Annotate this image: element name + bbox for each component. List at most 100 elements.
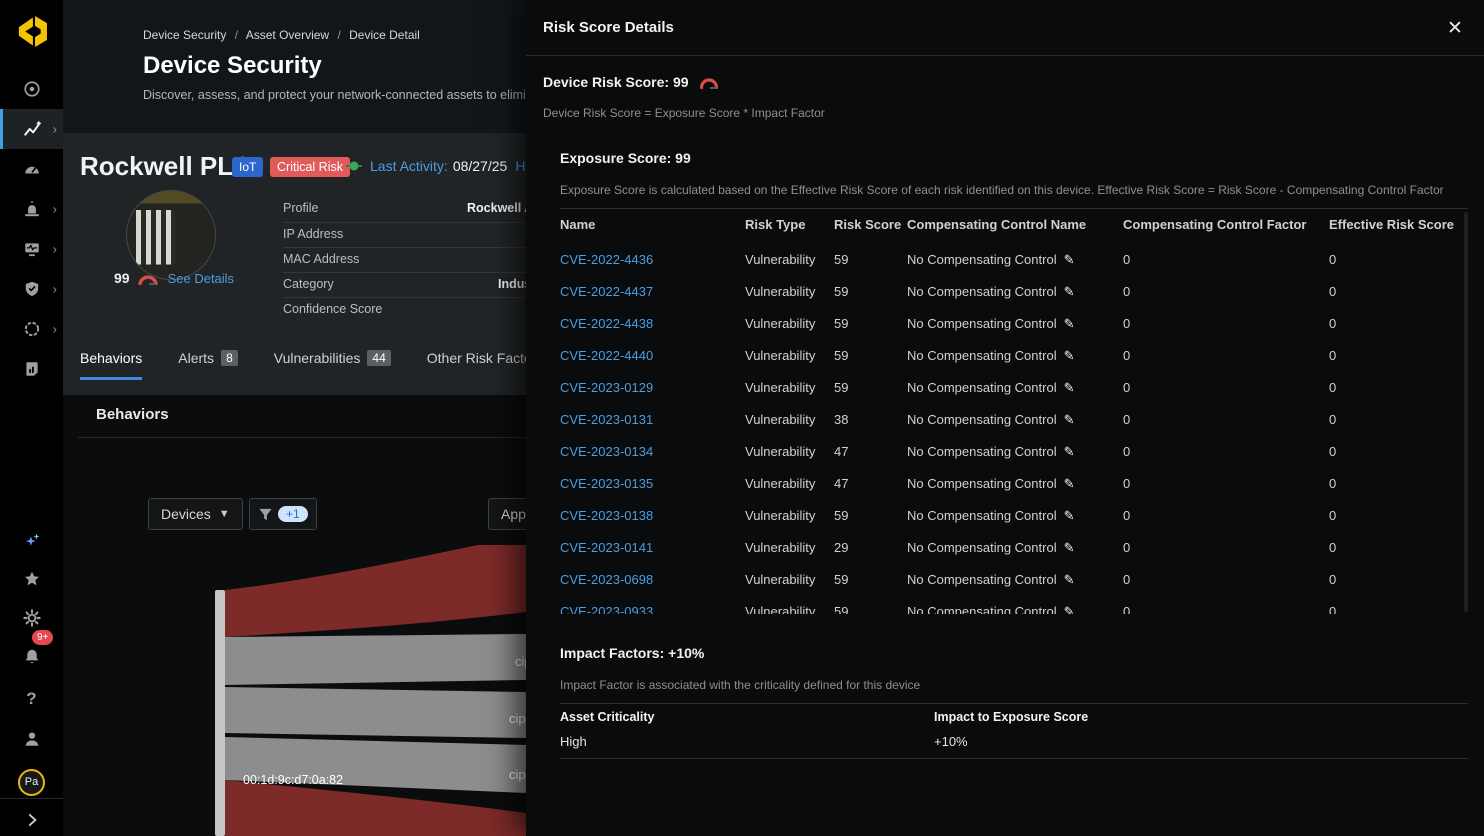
cve-link[interactable]: CVE-2023-0141 <box>560 540 653 555</box>
breadcrumb-device-security[interactable]: Device Security <box>143 28 226 42</box>
column-header-impact-to-exposure: Impact to Exposure Score <box>934 710 1088 724</box>
sidebar-item-device-monitor[interactable]: › <box>0 229 63 269</box>
column-header-compensating-control-name: Compensating Control Name <box>907 217 1086 232</box>
compensating-control-value: No Compensating Control✎ <box>907 348 1074 364</box>
compensating-control-factor-value: 0 <box>1123 604 1130 614</box>
cve-link[interactable]: CVE-2023-0933 <box>560 604 653 614</box>
siren-icon <box>23 200 41 218</box>
edit-pencil-icon[interactable]: ✎ <box>1064 540 1075 555</box>
sidebar-item-alerts[interactable]: › <box>0 189 63 229</box>
sidebar-item-asset-journey[interactable]: › <box>0 109 63 149</box>
cve-link[interactable]: CVE-2022-4440 <box>560 348 653 363</box>
device-risk-score-heading: Device Risk Score: 99 <box>543 74 719 90</box>
cve-link[interactable]: CVE-2023-0138 <box>560 508 653 523</box>
sidebar-item-account[interactable]: Pa <box>0 762 63 802</box>
bell-icon <box>23 648 41 666</box>
sidebar-item-discover[interactable] <box>0 69 63 109</box>
cve-link[interactable]: CVE-2022-4437 <box>560 284 653 299</box>
see-details-link[interactable]: See Details <box>168 271 234 286</box>
edit-pencil-icon[interactable]: ✎ <box>1064 604 1075 614</box>
chevron-right-icon: › <box>53 123 57 136</box>
compensating-control-value: No Compensating Control✎ <box>907 508 1074 524</box>
risk-gauge-icon <box>137 271 159 285</box>
cve-link[interactable]: CVE-2022-4436 <box>560 252 653 267</box>
filter-button[interactable]: +1 <box>249 498 317 530</box>
impact-factors-description: Impact Factor is associated with the cri… <box>560 678 920 692</box>
sidebar-item-favorites[interactable] <box>0 559 63 599</box>
behavior-sankey-chart[interactable]: cip cip- cip- 00:1d:9c:d7:0a:82 <box>78 545 526 836</box>
exposure-score-heading: Exposure Score: 99 <box>560 150 691 166</box>
tab-alerts[interactable]: Alerts8 <box>178 350 237 380</box>
cve-link[interactable]: CVE-2023-0129 <box>560 380 653 395</box>
table-row: CVE-2023-0698Vulnerability59No Compensat… <box>526 563 1484 595</box>
risk-score-value: 59 <box>834 284 848 299</box>
breadcrumb-separator: / <box>337 28 340 42</box>
cve-link[interactable]: CVE-2023-0698 <box>560 572 653 587</box>
sankey-source-node[interactable] <box>215 590 225 836</box>
activity-marker-icon <box>346 159 362 173</box>
sidebar-item-security-posture[interactable]: › <box>0 269 63 309</box>
table-row: CVE-2023-0141Vulnerability29No Compensat… <box>526 531 1484 563</box>
gauge-icon <box>23 160 41 178</box>
effective-risk-score-value: 0 <box>1329 572 1336 587</box>
cve-link[interactable]: CVE-2023-0134 <box>560 444 653 459</box>
devices-dropdown[interactable]: Devices ▼ <box>148 498 243 530</box>
risk-score-value: 38 <box>834 412 848 427</box>
sparkles-icon <box>23 532 41 550</box>
impact-to-exposure-value: +10% <box>934 734 968 749</box>
edit-pencil-icon[interactable]: ✎ <box>1064 444 1075 459</box>
cortex-logo-icon[interactable] <box>9 9 54 54</box>
field-row-mac: MAC Address 00:1d:9c:d7 <box>283 247 545 272</box>
sankey-link-red-top[interactable] <box>225 545 526 637</box>
device-risk-score-formula: Device Risk Score = Exposure Score * Imp… <box>543 106 825 120</box>
risk-score-details-panel: Risk Score Details ✕ Device Risk Score: … <box>526 0 1484 836</box>
edit-pencil-icon[interactable]: ✎ <box>1064 380 1075 395</box>
edit-pencil-icon[interactable]: ✎ <box>1064 284 1075 299</box>
effective-risk-score-value: 0 <box>1329 348 1336 363</box>
risk-type-value: Vulnerability <box>745 572 815 587</box>
cve-link[interactable]: CVE-2023-0131 <box>560 412 653 427</box>
tab-label: Behaviors <box>80 350 142 366</box>
edit-pencil-icon[interactable]: ✎ <box>1064 572 1075 587</box>
sankey-link-cip-2[interactable] <box>225 687 526 738</box>
tab-count-badge: 8 <box>221 350 238 366</box>
sidebar-divider <box>0 798 63 799</box>
tab-vulnerabilities[interactable]: Vulnerabilities44 <box>274 350 391 380</box>
effective-risk-score-value: 0 <box>1329 476 1336 491</box>
tab-behaviors[interactable]: Behaviors <box>80 350 142 380</box>
sidebar-item-help[interactable]: ? <box>0 679 63 719</box>
chevron-right-icon <box>23 811 41 829</box>
compensating-control-factor-value: 0 <box>1123 540 1130 555</box>
sankey-link-cip-1[interactable] <box>225 634 526 685</box>
last-activity-label[interactable]: Last Activity: <box>370 158 448 174</box>
breadcrumb-asset-overview[interactable]: Asset Overview <box>246 28 329 42</box>
sidebar-item-ai-assistant[interactable] <box>0 521 63 561</box>
cve-link[interactable]: CVE-2023-0135 <box>560 476 653 491</box>
edit-pencil-icon[interactable]: ✎ <box>1064 476 1075 491</box>
edit-pencil-icon[interactable]: ✎ <box>1064 348 1075 363</box>
column-header-name: Name <box>560 217 595 232</box>
breadcrumb-device-detail[interactable]: Device Detail <box>349 28 420 42</box>
sidebar-item-user[interactable] <box>0 719 63 759</box>
close-icon[interactable]: ✕ <box>1440 13 1470 43</box>
sidebar-item-reports[interactable] <box>0 349 63 389</box>
risk-type-value: Vulnerability <box>745 348 815 363</box>
field-row-profile: Profile Rockwell Automation P <box>283 197 545 222</box>
sidebar-item-processes[interactable]: › <box>0 309 63 349</box>
table-scrollbar[interactable] <box>1464 212 1468 612</box>
column-header-risk-score: Risk Score <box>834 217 901 232</box>
risk-gauge-icon <box>699 76 719 89</box>
cve-link[interactable]: CVE-2022-4438 <box>560 316 653 331</box>
field-label: MAC Address <box>283 252 359 266</box>
risk-score-value: 59 <box>834 508 848 523</box>
sidebar-item-notifications[interactable]: 9+ <box>0 637 63 677</box>
divider <box>560 703 1468 704</box>
edit-pencil-icon[interactable]: ✎ <box>1064 508 1075 523</box>
edit-pencil-icon[interactable]: ✎ <box>1064 316 1075 331</box>
edit-pencil-icon[interactable]: ✎ <box>1064 412 1075 427</box>
edit-pencil-icon[interactable]: ✎ <box>1064 252 1075 267</box>
sidebar-item-dashboard[interactable] <box>0 149 63 189</box>
gear-icon <box>23 609 41 627</box>
sidebar-collapse-button[interactable] <box>0 800 63 836</box>
sidebar-item-settings[interactable] <box>0 598 63 638</box>
